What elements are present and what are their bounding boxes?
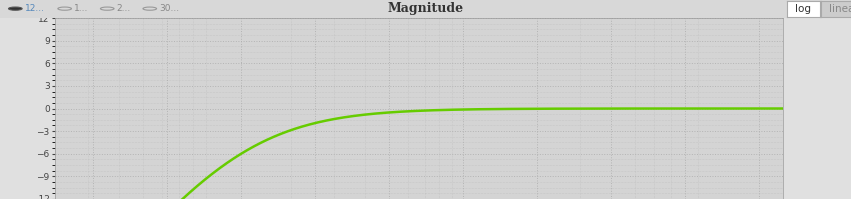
Text: 2...: 2... — [117, 4, 131, 13]
Text: Magnitude: Magnitude — [387, 2, 464, 15]
Text: 12...: 12... — [25, 4, 45, 13]
Text: lineal: lineal — [829, 4, 851, 14]
Text: log: log — [796, 4, 811, 14]
Text: 1...: 1... — [74, 4, 89, 13]
Text: 30...: 30... — [159, 4, 180, 13]
